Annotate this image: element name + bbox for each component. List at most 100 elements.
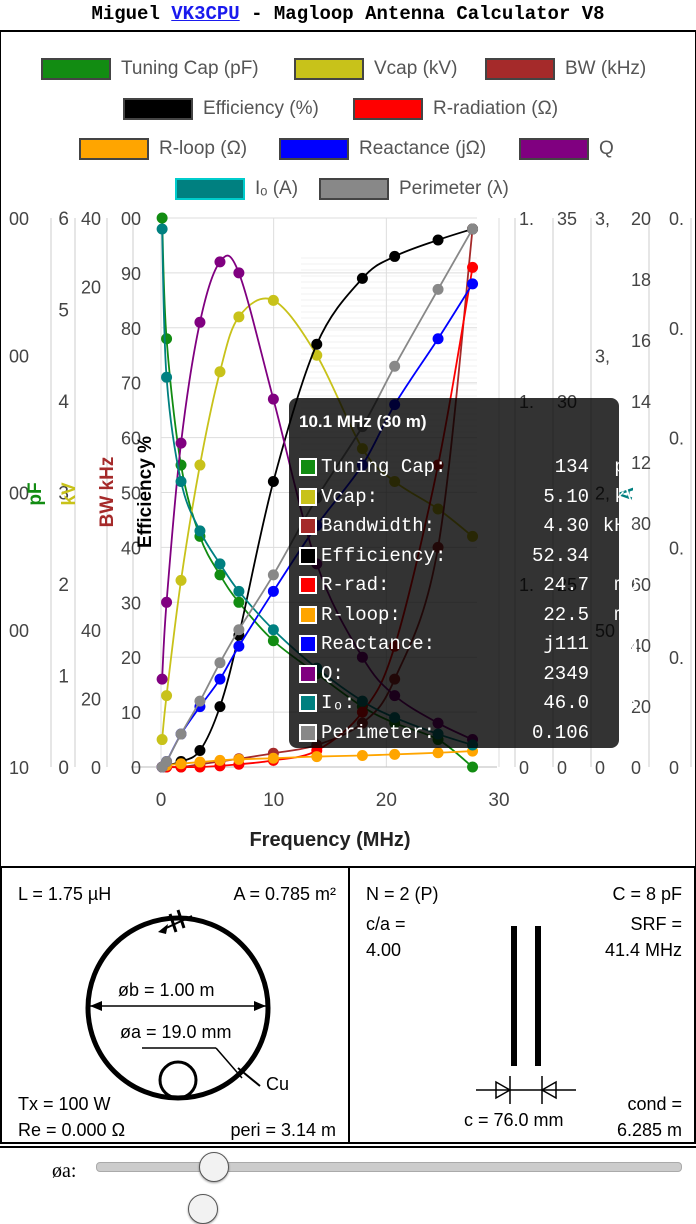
- data-point-reactance: [214, 673, 226, 685]
- page-title: Miguel VK3CPU - Magloop Antenna Calculat…: [91, 3, 605, 25]
- axis-tick-label: 00: [9, 346, 29, 366]
- data-point-efficiency: [389, 250, 401, 262]
- legend-item-bw[interactable]: BW (kHz): [485, 56, 646, 82]
- data-point-q: [161, 596, 173, 608]
- diameter-a-slider-track[interactable]: [96, 1162, 682, 1172]
- tooltip-label: Iₒ:: [321, 692, 356, 714]
- coil-panel: N = 2 (P) c/a = 4.00 C = 8 pF SRF = 41.4…: [348, 866, 696, 1144]
- tooltip-value: j111: [543, 633, 589, 655]
- axis-tick-label: 1: [58, 667, 69, 688]
- axis-tick-label: 60: [631, 575, 651, 595]
- axis-tick-label: 00: [9, 209, 29, 229]
- tooltip-row: R-loop: 22.5 mΩ: [299, 604, 637, 626]
- tooltip-row: Perimeter: 0.106 λ: [299, 722, 637, 744]
- axis-tick-label: 0: [519, 758, 529, 778]
- axis-tick-label: 4: [58, 392, 69, 413]
- next-slider-thumb[interactable]: [188, 1194, 218, 1224]
- legend-item-r-radiation[interactable]: R-radiation (Ω): [353, 96, 558, 122]
- tooltip-unit: kHz: [602, 515, 637, 537]
- data-point-perimeter: [214, 657, 226, 669]
- axis-tick-label: 3,: [595, 346, 610, 366]
- tooltip-label: Q:: [321, 662, 344, 685]
- data-point-perimeter: [161, 756, 173, 768]
- loop-panel: L = 1.75 µH A = 0.785 m² øb = 1.00 m øa …: [0, 866, 350, 1144]
- srf-value: 41.4 MHz: [604, 940, 682, 960]
- tooltip-row: Efficiency: 52.34%: [299, 545, 637, 567]
- loop-diagram: [85, 909, 271, 1101]
- legend-item-r-loop[interactable]: R-loop (Ω): [79, 136, 247, 162]
- chart-panel: Tuning Cap (pF) Vcap (kV) BW (kHz) Effic…: [0, 30, 696, 867]
- axis-tick-label: 1.: [519, 209, 534, 229]
- legend-item-tuning-cap[interactable]: Tuning Cap (pF): [41, 56, 259, 82]
- data-point-io: [267, 624, 279, 636]
- legend-item-efficiency[interactable]: Efficiency (%): [123, 96, 319, 122]
- data-point-io: [214, 558, 226, 570]
- tooltip-unit: A: [625, 692, 637, 714]
- data-point-q: [267, 393, 279, 405]
- tooltip-row: Q: 2349: [299, 663, 637, 685]
- tooltip-value: 22.5: [543, 603, 589, 626]
- legend-item-q[interactable]: Q: [519, 136, 614, 162]
- tooltip-value: 134: [554, 456, 589, 478]
- ca-label: c/a =: [366, 914, 406, 934]
- data-point-efficiency: [267, 476, 279, 488]
- tooltip-label: Tuning Cap:: [321, 456, 447, 478]
- cond-label: cond =: [627, 1094, 682, 1114]
- axis-tick-label: 90: [121, 264, 141, 284]
- x-tick-label: 30: [488, 790, 509, 811]
- legend-item-perimeter[interactable]: Perimeter (λ): [319, 176, 509, 202]
- tooltip-row: Iₒ: 46.0 A: [299, 692, 637, 714]
- tooltip-value: 52.34: [531, 544, 589, 567]
- tooltip-unit: pF: [614, 456, 637, 478]
- axis-tick-label: 0.: [669, 648, 684, 668]
- axis-tick-label: 20: [81, 278, 101, 298]
- legend-swatch: [353, 98, 423, 120]
- axis-tick-label: 10: [121, 703, 141, 723]
- tooltip-value: 46.0: [543, 692, 589, 714]
- data-point-r-loop: [356, 749, 368, 761]
- axis-tick-label: 2: [58, 575, 69, 596]
- diameter-a-slider-thumb[interactable]: [198, 1152, 229, 1182]
- axis-title: BW kHz: [97, 457, 118, 528]
- axis-tick-label: 0: [557, 758, 567, 778]
- legend-swatch: [41, 58, 111, 80]
- axis-tick-label: 40: [631, 636, 651, 656]
- data-point-io: [161, 371, 173, 383]
- data-point-vcap: [175, 574, 187, 586]
- perimeter-value: peri = 3.14 m: [230, 1120, 336, 1140]
- tooltip-label: Perimeter:: [321, 721, 436, 744]
- tooltip-swatch: [299, 546, 317, 565]
- data-point-q: [194, 316, 206, 328]
- axis-tick-label: 80: [121, 319, 141, 339]
- tooltip-label: Efficiency:: [321, 544, 447, 567]
- data-point-vcap: [194, 459, 206, 471]
- callsign-link[interactable]: VK3CPU: [171, 3, 240, 25]
- axis-tick-label: 35: [557, 209, 577, 229]
- axis-title: kV: [59, 482, 80, 506]
- legend-item-reactance[interactable]: Reactance (jΩ): [279, 136, 486, 162]
- tooltip-label: Vcap:: [321, 485, 379, 508]
- legend-swatch: [294, 58, 364, 80]
- axis-tick-label: 40: [121, 538, 141, 558]
- data-point-perimeter: [175, 728, 187, 740]
- data-point-tuning-cap: [267, 635, 279, 647]
- data-point-r-loop: [432, 747, 444, 759]
- tooltip-value: 24.7: [543, 574, 589, 596]
- axis-tick-label: 70: [121, 374, 141, 394]
- tooltip-label: Reactance:: [321, 633, 436, 655]
- axis-tick-label: 0.: [669, 209, 684, 229]
- axis-tick-label: 18: [631, 270, 651, 290]
- legend-item-vcap[interactable]: Vcap (kV): [294, 56, 457, 82]
- diameter-a: øa = 19.0 mm: [120, 1022, 232, 1042]
- tooltip-swatch: [299, 458, 317, 476]
- x-tick-label: 20: [376, 790, 397, 811]
- legend-swatch: [123, 98, 193, 120]
- axis-tick-label: 6: [58, 209, 69, 230]
- tooltip-label: R-rad:: [321, 574, 390, 596]
- data-point-efficiency: [432, 234, 444, 246]
- axis-tick-label: 00: [9, 484, 29, 504]
- data-point-q: [156, 673, 168, 685]
- data-point-perimeter: [467, 223, 479, 235]
- data-point-perimeter: [233, 624, 245, 636]
- legend-item-io[interactable]: Iₒ (A): [175, 176, 298, 202]
